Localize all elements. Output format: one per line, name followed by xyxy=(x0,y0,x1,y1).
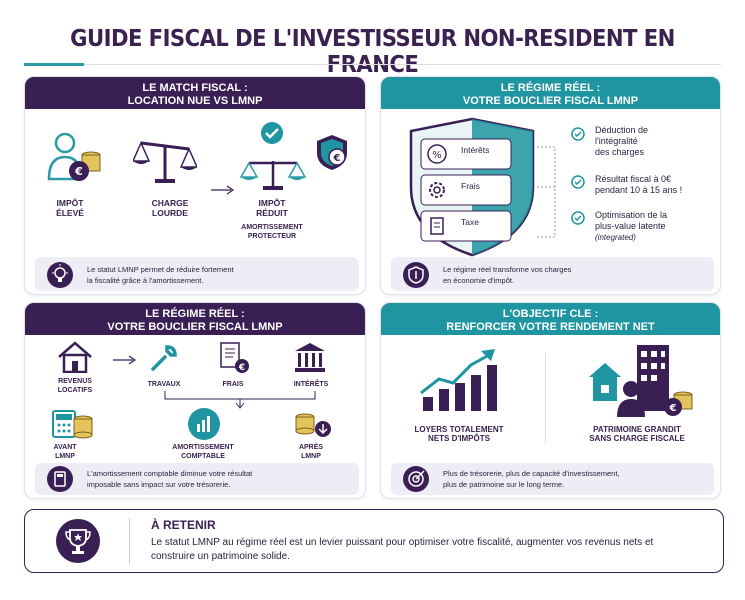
panel-note: L'amortissement comptable diminue votre … xyxy=(35,463,359,495)
revenus-locatifs-label: REVENUS LOCATIFS xyxy=(57,378,93,394)
retenir-divider xyxy=(129,518,130,564)
title-divider xyxy=(24,63,721,66)
check-icon xyxy=(571,175,585,189)
shield-icon: % xyxy=(409,117,535,257)
apres-lmnp-label: APRÈS LMNP xyxy=(298,444,324,460)
svg-text:€: € xyxy=(74,165,83,178)
amortissement-comptable-label: AMORTISSEMENT COMPTABLE xyxy=(172,444,234,460)
calculator-icon xyxy=(52,410,76,438)
interets-label: INTÉRÊTS xyxy=(293,381,329,388)
shield-item-frais: Frais xyxy=(461,181,480,191)
coins-icon xyxy=(73,415,93,439)
coins-down-icon xyxy=(295,413,331,437)
retenir-box: À RETENIR Le statut LMNP au régime réel … xyxy=(24,509,724,573)
target-icon xyxy=(403,466,429,492)
patrimoine-label: PATRIMOINE GRANDIT SANS CHARGE FISCALE xyxy=(589,425,685,443)
shield-euro-icon: € xyxy=(317,135,347,170)
impot-reduit-label: IMPÔT RÉDUIT xyxy=(256,198,288,218)
panel-note: Le statut LMNP permet de réduire forteme… xyxy=(35,257,359,291)
shield-small-icon xyxy=(403,262,429,288)
check-text-deduction: Déduction de l'intégralité des charges xyxy=(595,125,649,157)
growth-chart-icon xyxy=(420,349,497,411)
impot-eleve-label: IMPÔT ÉLEVÉ xyxy=(56,198,84,218)
arrow-right-icon xyxy=(211,185,235,195)
check-text-optimisation: Optimisation de la plus-value latente (in… xyxy=(595,210,668,242)
check-icon xyxy=(571,211,585,225)
bracket-connector xyxy=(164,391,316,409)
retenir-body: Le statut LMNP au régime réel est un lev… xyxy=(151,537,654,562)
note-text: L'amortissement comptable diminue votre … xyxy=(87,469,253,489)
panel-header-line: L'OBJECTIF CLE : xyxy=(502,308,599,320)
scale-balanced-icon xyxy=(239,161,307,190)
panel-objectif-cle: L'OBJECTIF CLE : RENFORCER VOTRE RENDEME… xyxy=(380,302,721,499)
person-coins-icon: € xyxy=(47,132,101,181)
panel-note: Plus de trésorerie, plus de capacité d'i… xyxy=(391,463,714,495)
wrench-icon xyxy=(151,345,177,371)
check-text-resultat: Résultat fiscal à 0€ pendant 10 à 15 ans … xyxy=(595,174,683,195)
amortissement-protecteur-label: AMORTISSEMENT PROTECTEUR xyxy=(241,224,303,240)
panel-header-line: LE RÉGIME RÉEL : xyxy=(145,308,245,320)
note-text: Le statut LMNP permet de réduire forteme… xyxy=(87,265,234,285)
avant-lmnp-label: AVANT LMNP xyxy=(53,444,77,460)
retenir-title: À RETENIR xyxy=(151,518,216,532)
arrow-right-icon xyxy=(113,355,137,365)
bank-icon xyxy=(295,343,325,372)
building-person-icon: € xyxy=(589,345,693,417)
calculator-small-icon xyxy=(47,466,73,492)
trophy-icon xyxy=(56,519,100,563)
panel-header: LE MATCH FISCAL : LOCATION NUE VS LMNP xyxy=(25,77,365,109)
panel-header-line: VOTRE BOUCLIER FISCAL LMNP xyxy=(462,95,639,107)
invoice-icon: € xyxy=(220,342,249,373)
check-icon xyxy=(571,127,585,141)
scale-heavy-icon xyxy=(133,141,197,183)
charge-lourde-label: CHARGE LOURDE xyxy=(151,198,189,218)
panel-divider xyxy=(545,353,546,443)
note-text: Le régime réel transforme vos charges en … xyxy=(443,265,572,285)
panel-header: L'OBJECTIF CLE : RENFORCER VOTRE RENDEME… xyxy=(381,303,720,335)
checkmark-icon xyxy=(261,122,283,144)
panel-header-line: LE RÉGIME RÉEL : xyxy=(500,82,601,94)
svg-text:€: € xyxy=(669,403,677,414)
panel-header-line: LOCATION NUE VS LMNP xyxy=(127,95,263,107)
panel-header-line: LE MATCH FISCAL : xyxy=(142,82,248,94)
panel-header: LE RÉGIME RÉEL : VOTRE BOUCLIER FISCAL L… xyxy=(25,303,365,335)
chart-circle-icon xyxy=(188,408,220,440)
bulb-icon xyxy=(47,262,73,288)
panel-header-line: VOTRE BOUCLIER FISCAL LMNP xyxy=(107,321,283,333)
travaux-label: TRAVAUX xyxy=(147,381,181,388)
panel-note: Le régime réel transforme vos charges en … xyxy=(391,257,714,291)
svg-text:€: € xyxy=(238,363,245,373)
page-title: GUIDE FISCAL DE L'INVESTISSEUR NON-RESID… xyxy=(70,26,675,78)
note-text: Plus de trésorerie, plus de capacité d'i… xyxy=(443,469,620,489)
panel-bouclier-fiscal: LE RÉGIME RÉEL : VOTRE BOUCLIER FISCAL L… xyxy=(380,76,721,295)
shield-item-interets: Intérêts xyxy=(461,145,490,155)
shield-item-taxe: Taxe xyxy=(461,217,479,227)
loyers-label: LOYERS TOTALEMENT NETS D'IMPÔTS xyxy=(414,425,504,443)
connector-lines xyxy=(537,146,556,238)
frais-label: FRAIS xyxy=(222,381,244,388)
panel-match-fiscal: LE MATCH FISCAL : LOCATION NUE VS LMNP €… xyxy=(24,76,366,295)
svg-text:€: € xyxy=(333,153,341,164)
svg-text:%: % xyxy=(432,150,442,161)
panel-regime-reel: LE RÉGIME RÉEL : VOTRE BOUCLIER FISCAL L… xyxy=(24,302,366,499)
panel-header: LE RÉGIME RÉEL : VOTRE BOUCLIER FISCAL L… xyxy=(381,77,720,109)
house-icon xyxy=(58,341,92,373)
panel-header-line: RENFORCER VOTRE RENDEMENT NET xyxy=(446,321,655,333)
